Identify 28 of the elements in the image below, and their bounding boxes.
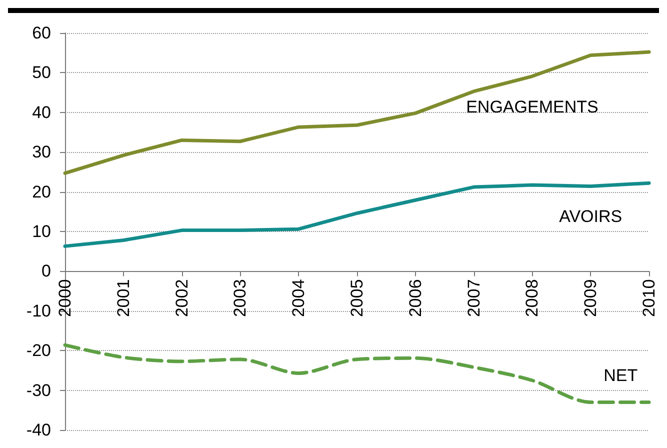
- x-tick-label: 2008: [522, 279, 542, 318]
- y-tick-label: -40: [26, 420, 51, 440]
- y-tick-label: 50: [32, 63, 51, 82]
- x-tick-label: 2003: [230, 279, 250, 318]
- x-tick-label: 2002: [172, 279, 192, 318]
- line-series: [63, 50, 651, 175]
- y-tick-label: 30: [32, 142, 51, 162]
- y-tick-label: 20: [32, 182, 51, 202]
- series-label: AVOIRS: [559, 207, 622, 226]
- x-tick-label: 2004: [289, 279, 308, 318]
- y-tick-label: 60: [32, 24, 51, 42]
- y-tick-label: 10: [32, 222, 51, 241]
- y-tick-label: -30: [26, 380, 51, 400]
- x-tick-label: 2005: [348, 279, 366, 318]
- series-label: NET: [604, 366, 638, 386]
- x-tick-label: 2000: [56, 279, 74, 318]
- y-tick-label: -10: [26, 301, 51, 320]
- x-tick-label: 2006: [406, 279, 425, 318]
- line-series: [63, 343, 651, 404]
- y-tick-label: 0: [42, 262, 51, 281]
- x-tick-label: 2009: [581, 279, 600, 318]
- line-series: [63, 181, 651, 248]
- y-tick-label: 40: [32, 102, 51, 122]
- series-label: ENGAGEMENTS: [466, 97, 598, 116]
- x-tick-label: 2010: [640, 279, 658, 318]
- x-tick-label: 2001: [114, 279, 133, 318]
- x-tick-label: 2007: [464, 279, 484, 318]
- y-tick-label: -20: [26, 341, 51, 360]
